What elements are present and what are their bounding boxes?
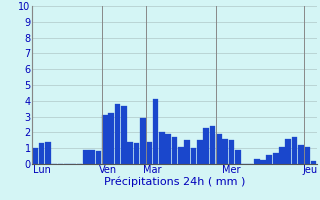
Bar xyxy=(121,106,127,164)
Bar xyxy=(228,140,234,164)
Bar xyxy=(292,137,298,164)
Bar xyxy=(254,159,260,164)
Bar xyxy=(190,148,196,164)
Bar xyxy=(279,147,285,164)
Bar xyxy=(222,139,228,164)
Bar xyxy=(197,140,203,164)
Bar xyxy=(178,147,184,164)
Bar xyxy=(83,150,89,164)
Bar xyxy=(45,142,51,164)
Bar xyxy=(216,134,221,164)
Bar xyxy=(165,134,171,164)
Bar xyxy=(172,137,177,164)
Bar xyxy=(115,104,120,164)
Bar xyxy=(127,142,133,164)
Bar xyxy=(267,155,272,164)
Bar xyxy=(203,128,209,164)
X-axis label: Précipitations 24h ( mm ): Précipitations 24h ( mm ) xyxy=(104,177,245,187)
Bar xyxy=(102,115,108,164)
Bar xyxy=(140,118,146,164)
Bar xyxy=(311,161,316,164)
Bar xyxy=(210,126,215,164)
Bar xyxy=(273,153,278,164)
Bar xyxy=(285,139,291,164)
Bar xyxy=(146,142,152,164)
Bar xyxy=(108,113,114,164)
Bar xyxy=(39,143,44,164)
Bar xyxy=(133,143,139,164)
Bar xyxy=(153,99,158,164)
Bar xyxy=(159,132,164,164)
Bar xyxy=(298,145,304,164)
Bar xyxy=(32,148,38,164)
Bar xyxy=(184,140,190,164)
Bar xyxy=(304,147,310,164)
Bar xyxy=(260,160,266,164)
Bar xyxy=(96,151,101,164)
Bar xyxy=(235,150,241,164)
Bar xyxy=(89,150,95,164)
